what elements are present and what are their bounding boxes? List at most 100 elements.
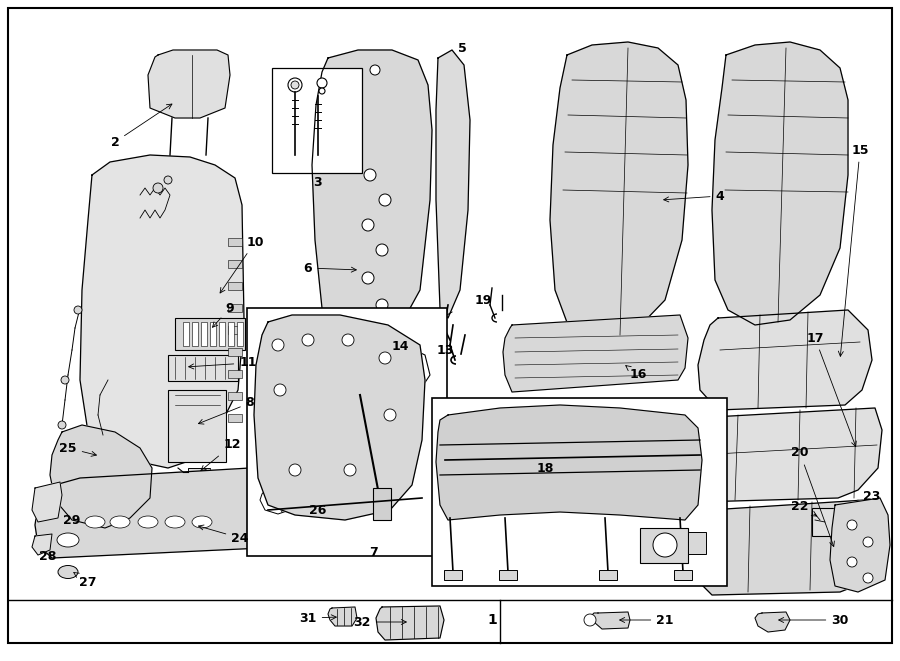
Polygon shape (32, 482, 62, 522)
Bar (228, 304, 242, 312)
Bar (219, 322, 225, 346)
Circle shape (288, 78, 302, 92)
Circle shape (863, 537, 873, 547)
Text: 30: 30 (778, 613, 849, 627)
Bar (228, 370, 242, 378)
Bar (188, 468, 210, 484)
Text: 21: 21 (620, 613, 674, 627)
Bar (812, 508, 850, 536)
Bar (228, 348, 242, 356)
Polygon shape (312, 50, 432, 348)
Circle shape (362, 219, 374, 231)
Text: 18: 18 (536, 461, 554, 475)
Circle shape (364, 169, 376, 181)
Circle shape (362, 272, 374, 284)
Text: 26: 26 (310, 504, 327, 516)
Bar (175, 318, 245, 350)
Circle shape (317, 78, 327, 88)
Bar (688, 532, 706, 554)
Bar (247, 308, 447, 556)
Bar (499, 570, 517, 580)
Bar (201, 322, 207, 346)
Text: 28: 28 (40, 549, 57, 563)
Circle shape (379, 194, 391, 206)
Circle shape (61, 376, 69, 384)
Bar (168, 355, 238, 381)
Circle shape (164, 176, 172, 184)
Bar (237, 322, 243, 346)
Polygon shape (690, 500, 880, 595)
Text: 22: 22 (791, 500, 817, 516)
Text: 24: 24 (199, 525, 248, 545)
Polygon shape (80, 155, 244, 468)
Circle shape (74, 306, 82, 314)
Bar (228, 322, 234, 346)
Polygon shape (550, 42, 688, 338)
Bar (228, 392, 242, 400)
Circle shape (379, 352, 391, 364)
Text: 29: 29 (63, 514, 81, 527)
Bar (640, 528, 688, 563)
Polygon shape (755, 612, 790, 632)
Bar (168, 390, 226, 462)
Polygon shape (254, 315, 425, 520)
Polygon shape (712, 42, 848, 325)
Polygon shape (260, 485, 295, 514)
Circle shape (319, 88, 325, 94)
Text: 19: 19 (474, 293, 491, 307)
Text: 13: 13 (436, 344, 454, 356)
Text: 1: 1 (487, 613, 497, 627)
Bar (432, 398, 727, 586)
Polygon shape (698, 310, 872, 410)
Text: 11: 11 (189, 356, 256, 369)
Circle shape (370, 65, 380, 75)
Circle shape (342, 334, 354, 346)
Text: 20: 20 (791, 446, 834, 547)
Circle shape (653, 533, 677, 557)
Text: 8: 8 (198, 397, 255, 424)
Text: 17: 17 (806, 332, 856, 447)
Text: 14: 14 (392, 340, 409, 352)
Text: 6: 6 (303, 262, 356, 274)
Bar (183, 322, 189, 346)
Circle shape (384, 409, 396, 421)
Text: 3: 3 (312, 176, 321, 188)
Text: 9: 9 (212, 301, 234, 327)
Text: 12: 12 (201, 438, 241, 471)
Bar (228, 238, 242, 246)
Ellipse shape (165, 516, 185, 528)
Polygon shape (330, 340, 370, 375)
Text: 16: 16 (626, 366, 647, 381)
Polygon shape (328, 607, 357, 626)
Bar (444, 570, 462, 580)
Circle shape (291, 81, 299, 89)
Circle shape (847, 557, 857, 567)
Text: 5: 5 (457, 42, 466, 54)
Circle shape (274, 384, 286, 396)
Circle shape (376, 244, 388, 256)
Text: 27: 27 (74, 572, 97, 588)
Bar (228, 282, 242, 290)
Circle shape (344, 464, 356, 476)
Bar (674, 570, 692, 580)
Circle shape (302, 334, 314, 346)
Circle shape (153, 183, 163, 193)
Bar (210, 322, 216, 346)
Bar (228, 414, 242, 422)
Bar (272, 68, 362, 173)
Ellipse shape (110, 516, 130, 528)
Polygon shape (830, 498, 890, 592)
Circle shape (272, 339, 284, 351)
Text: 7: 7 (369, 545, 377, 559)
Polygon shape (406, 348, 430, 390)
Circle shape (289, 464, 301, 476)
Circle shape (840, 542, 860, 562)
Text: 23: 23 (863, 490, 881, 502)
Ellipse shape (85, 516, 105, 528)
Circle shape (584, 614, 596, 626)
Polygon shape (436, 405, 702, 520)
Polygon shape (676, 408, 882, 502)
Polygon shape (35, 468, 268, 558)
Circle shape (376, 299, 388, 311)
Circle shape (847, 520, 857, 530)
